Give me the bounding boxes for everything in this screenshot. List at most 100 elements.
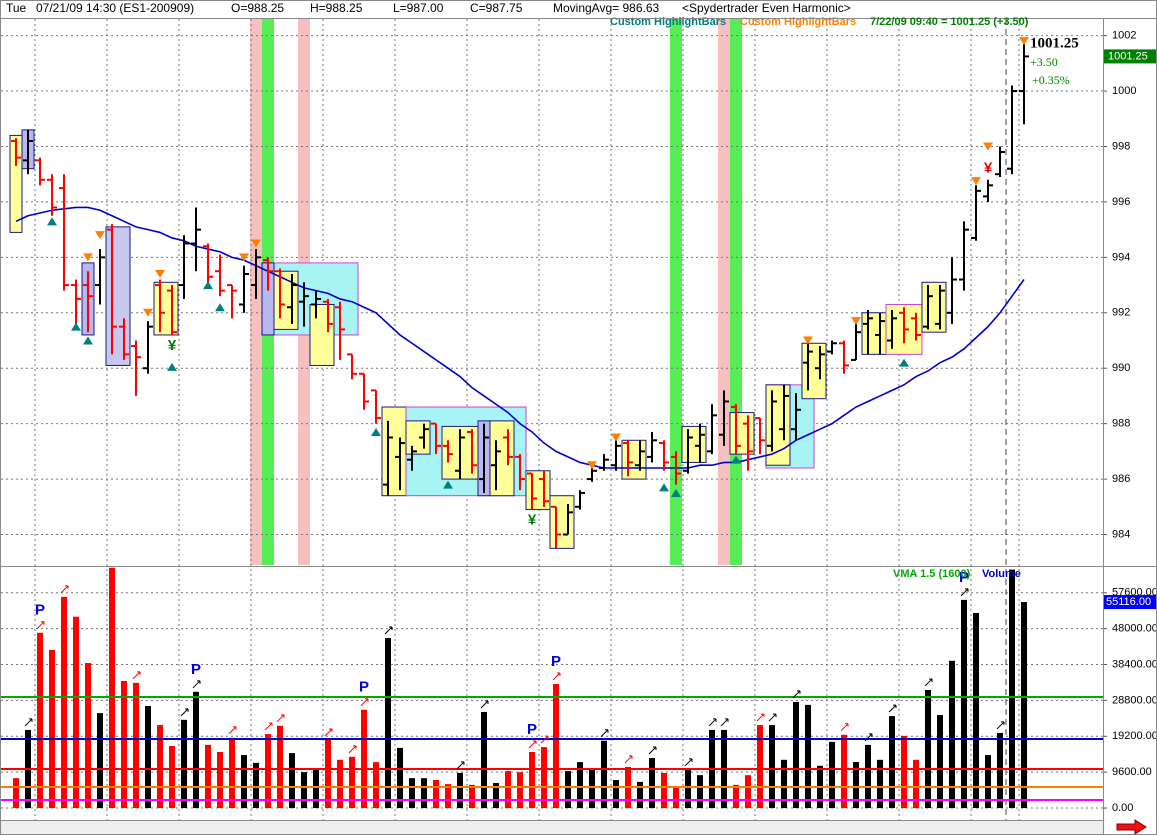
pattern-box (549, 495, 575, 549)
volume-legend: Volume (982, 568, 1021, 580)
volume-arrow (132, 671, 141, 680)
volume-bar (97, 713, 103, 809)
highlight-bar (730, 19, 742, 565)
pattern-box (273, 270, 299, 330)
volume-bar (613, 780, 619, 809)
marker-up (83, 336, 93, 345)
header-study: <Spydertrader Even Harmonic> (682, 1, 851, 15)
volume-bar (577, 762, 583, 809)
volume-arrow (192, 680, 201, 689)
volume-bar (481, 711, 487, 809)
volume-bar (841, 734, 847, 809)
y-tick-label: 998 (1112, 140, 1130, 152)
volume-bar (997, 732, 1003, 809)
volume-legend: VMA 1.5 (1600) (893, 568, 971, 580)
volume-bar (445, 784, 451, 809)
y-tick-label: 996 (1112, 196, 1130, 208)
volume-arrow (996, 721, 1005, 730)
scroll-arrow[interactable] (1116, 819, 1147, 835)
pattern-box (525, 470, 551, 511)
pattern-box (681, 425, 707, 463)
marker-up (443, 480, 453, 489)
volume-bar (661, 772, 667, 809)
header-low: L=987.00 (393, 1, 444, 15)
volume-bar (85, 663, 91, 809)
pattern-box (489, 420, 515, 497)
pattern-box (153, 281, 179, 336)
marker-up (731, 455, 741, 464)
y-tick-label: 994 (1112, 251, 1130, 263)
volume-bar (205, 744, 211, 809)
volume-bar (37, 632, 43, 809)
volume-bar (493, 783, 499, 809)
volume-bar (313, 769, 319, 809)
volume-bar (73, 616, 79, 809)
volume-arrow (36, 621, 45, 630)
pattern-box (729, 412, 755, 455)
volume-bar (385, 638, 391, 809)
header-close: C=987.75 (470, 1, 523, 15)
volume-arrow (348, 745, 357, 754)
volume-bar (901, 735, 907, 809)
pattern-box (381, 406, 407, 497)
volume-arrow (648, 746, 657, 755)
pivot-label: P (35, 602, 45, 619)
volume-bar (109, 567, 115, 809)
volume-bar (145, 706, 151, 809)
volume-tag-label: 55116.00 (1106, 596, 1151, 608)
volume-bar (889, 716, 895, 809)
volume-arrow (324, 728, 333, 737)
y-tick-label: 48000.00 (1112, 623, 1157, 635)
volume-bar (289, 753, 295, 809)
volume-bar (877, 759, 883, 809)
highlight-bar (718, 19, 730, 565)
volume-arrow (864, 733, 873, 742)
volume-arrow (60, 585, 69, 594)
marker-up (371, 427, 381, 436)
volume-bar (589, 769, 595, 809)
volume-bar (673, 785, 679, 809)
volume-bar (697, 775, 703, 809)
volume-bar (985, 754, 991, 809)
y-tick-label: 986 (1112, 473, 1130, 485)
header-open: O=988.25 (231, 1, 284, 15)
marker-up (167, 362, 177, 371)
volume-bar (649, 757, 655, 809)
volume-bar (769, 725, 775, 809)
volume-arrow (624, 755, 633, 764)
marker-up (671, 488, 681, 497)
y-tick-label: 990 (1112, 362, 1130, 374)
volume-bar (361, 709, 367, 809)
volume-arrow (276, 714, 285, 723)
mark-layer: ¥ ¥ ¥ (1, 37, 1156, 809)
change-pct: +0.35% (1032, 73, 1070, 87)
y-tick-label: 984 (1112, 528, 1130, 540)
volume-arrow (888, 704, 897, 713)
volume-bar (49, 649, 55, 809)
volume-arrow (360, 698, 369, 707)
volume-arrow (24, 718, 33, 727)
y-tick-label: 38400.00 (1112, 658, 1157, 670)
volume-arrow (528, 740, 537, 749)
volume-bar (277, 725, 283, 809)
volume-bar (793, 701, 799, 809)
volume-bar (781, 759, 787, 809)
volume-bar (397, 747, 403, 809)
volume-bar (13, 778, 19, 809)
volume-arrow (456, 761, 465, 770)
volume-bar (421, 778, 427, 809)
volume-bar (565, 771, 571, 809)
volume-bar (541, 747, 547, 809)
volume-bar (529, 751, 535, 809)
volume-bar (757, 725, 763, 809)
volume-bar (169, 746, 175, 809)
volume-arrow (924, 678, 933, 687)
header-bar: 07/21/09 14:30 (ES1-200909) (36, 1, 194, 15)
marker-down (611, 433, 621, 442)
highlight-legend: Custom HighlightBars (740, 16, 856, 28)
status: 7/22/09 09:40 = 1001.25 (+3.50) (870, 16, 1029, 28)
marker-down (983, 142, 993, 151)
header-moving-avg: MovingAvg= 986.63 (553, 1, 660, 15)
pattern-box (405, 420, 431, 455)
